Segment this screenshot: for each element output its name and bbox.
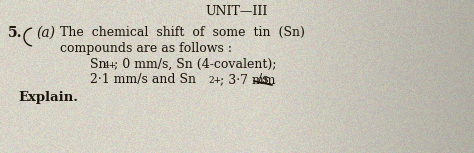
Text: 4+: 4+ [104, 61, 117, 70]
Text: (a): (a) [36, 26, 55, 40]
Text: ; 3·7 mm: ; 3·7 mm [220, 73, 275, 86]
Text: The  chemical  shift  of  some  tin  (Sn): The chemical shift of some tin (Sn) [60, 26, 305, 39]
Text: /s: /s [258, 73, 269, 86]
Text: 2·1 mm/s and Sn: 2·1 mm/s and Sn [90, 73, 196, 86]
Text: 5.: 5. [8, 26, 22, 40]
Text: Sn: Sn [90, 58, 107, 71]
Text: UNIT—III: UNIT—III [206, 5, 268, 18]
Text: compounds are as follows :: compounds are as follows : [60, 42, 232, 55]
Text: ; 0 mm/s, Sn (4-covalent);: ; 0 mm/s, Sn (4-covalent); [114, 58, 276, 71]
Text: Explain.: Explain. [18, 91, 78, 104]
Text: 2+: 2+ [208, 76, 221, 85]
